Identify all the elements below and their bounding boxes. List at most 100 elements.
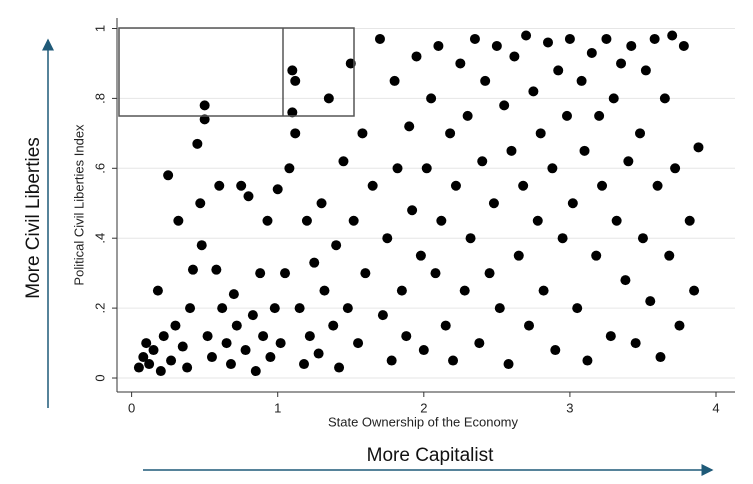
point	[250, 366, 261, 377]
point	[389, 75, 400, 86]
point	[572, 303, 583, 314]
point	[626, 40, 637, 51]
point	[635, 128, 646, 139]
point	[561, 110, 572, 121]
point	[488, 198, 499, 209]
point	[440, 320, 451, 331]
point	[576, 75, 587, 86]
point	[499, 100, 510, 111]
point	[255, 268, 266, 279]
x-tick-label: 3	[566, 400, 573, 415]
point	[258, 331, 269, 342]
point	[247, 310, 258, 321]
point	[469, 33, 480, 44]
point	[158, 331, 169, 342]
point	[221, 338, 232, 349]
point	[148, 345, 159, 356]
point	[670, 163, 681, 174]
point	[678, 40, 689, 51]
point	[187, 264, 198, 275]
point	[316, 198, 327, 209]
point	[532, 215, 543, 226]
point	[319, 285, 330, 296]
point	[211, 264, 222, 275]
point	[404, 121, 415, 132]
point	[521, 30, 532, 41]
plot-area: 0 .2 .4 .6 .8 1 0 1 2 3 4	[92, 18, 735, 415]
x-axis-title: State Ownership of the Economy	[328, 414, 519, 429]
point	[290, 75, 301, 86]
point	[667, 30, 678, 41]
point	[421, 163, 432, 174]
point	[477, 156, 488, 167]
point	[620, 275, 631, 286]
point	[586, 47, 597, 58]
point	[480, 75, 491, 86]
point	[386, 355, 397, 366]
point	[177, 341, 188, 352]
y-tick-label: 1	[92, 25, 107, 32]
y-tick-label: .4	[92, 233, 107, 244]
point	[228, 289, 239, 300]
point	[374, 33, 385, 44]
point	[301, 215, 312, 226]
annotation: More Capitalist	[367, 445, 494, 466]
point	[474, 338, 485, 349]
point	[290, 128, 301, 139]
point	[309, 257, 320, 268]
y-tick-label: .8	[92, 93, 107, 104]
point	[342, 303, 353, 314]
point	[331, 240, 342, 251]
point	[280, 268, 291, 279]
point	[199, 100, 210, 111]
point	[265, 352, 276, 363]
point	[674, 320, 685, 331]
point	[166, 355, 177, 366]
point	[608, 93, 619, 104]
point	[163, 170, 174, 181]
point	[436, 215, 447, 226]
point	[513, 250, 524, 261]
point	[623, 156, 634, 167]
point	[411, 51, 422, 62]
x-tick-label: 2	[420, 400, 427, 415]
point	[524, 320, 534, 331]
point	[236, 180, 247, 191]
point	[445, 128, 456, 139]
point	[217, 303, 228, 314]
point	[348, 215, 359, 226]
point	[272, 184, 283, 195]
point	[518, 180, 529, 191]
point	[630, 338, 641, 349]
point	[338, 156, 349, 167]
point	[637, 233, 648, 244]
point	[138, 352, 149, 363]
point	[313, 348, 324, 359]
point	[240, 345, 251, 356]
point	[304, 331, 315, 342]
point	[287, 65, 298, 76]
point	[392, 163, 403, 174]
point	[367, 180, 378, 191]
point	[535, 128, 546, 139]
x-tick-label: 0	[128, 400, 135, 415]
point	[557, 233, 568, 244]
point	[553, 65, 564, 76]
point	[192, 138, 203, 149]
point	[509, 51, 520, 62]
point	[287, 107, 298, 118]
point	[591, 250, 602, 261]
point	[262, 215, 273, 226]
point	[491, 40, 502, 51]
point	[433, 40, 444, 51]
highlight-box	[118, 27, 355, 117]
point	[299, 359, 310, 370]
point	[294, 303, 305, 314]
point	[506, 145, 517, 156]
y-tick-label: .2	[92, 303, 107, 314]
point	[649, 33, 660, 44]
point	[401, 331, 412, 342]
point	[182, 362, 193, 373]
point	[196, 240, 207, 251]
